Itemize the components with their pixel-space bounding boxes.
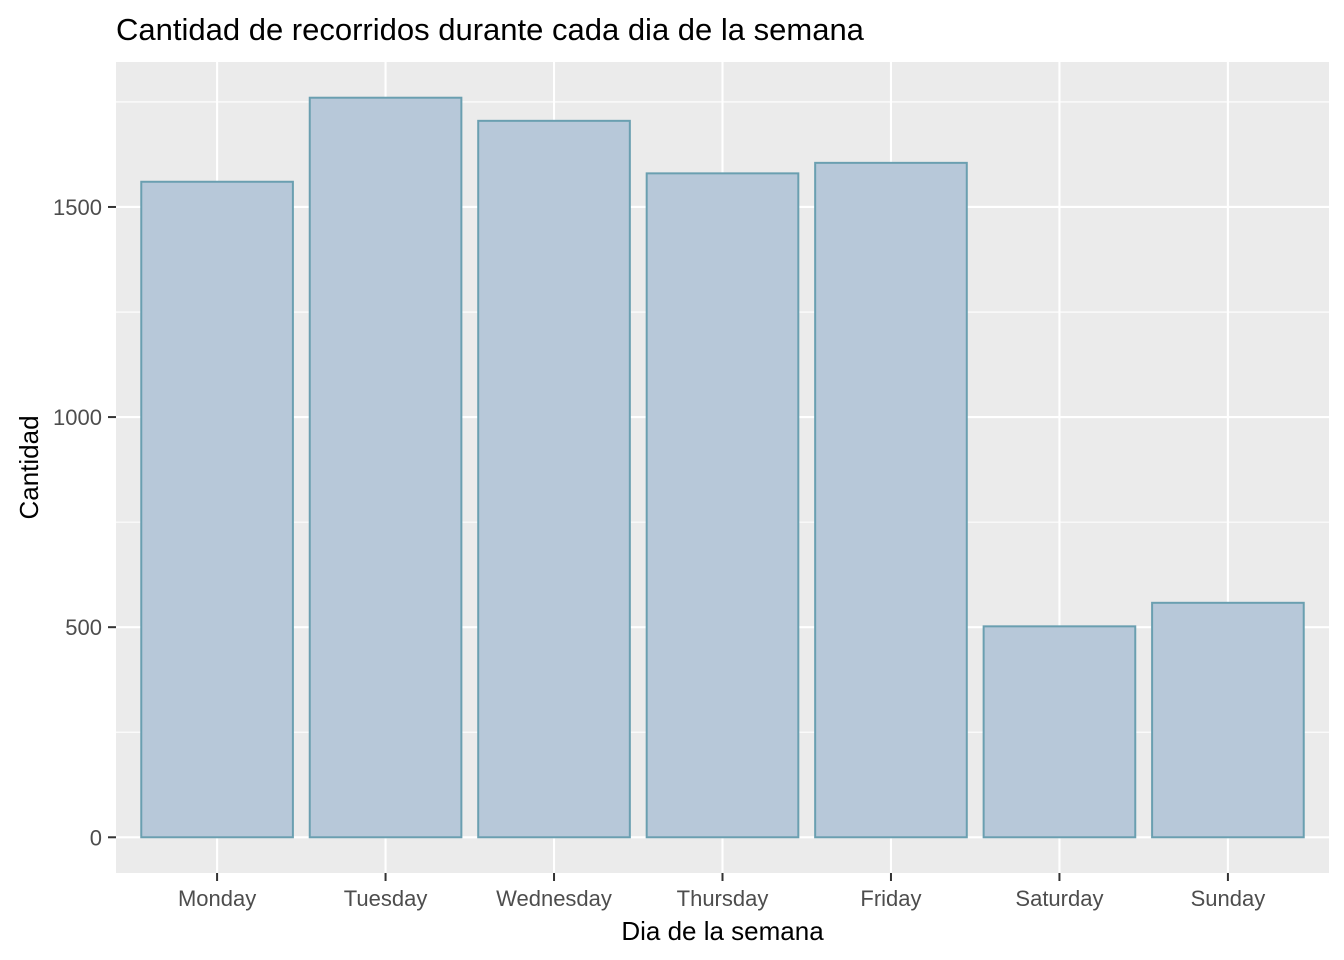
bar-thursday bbox=[645, 172, 800, 839]
y-axis-title: Cantidad bbox=[14, 415, 44, 519]
bar-wednesday bbox=[477, 119, 631, 839]
x-tick-label: Wednesday bbox=[496, 886, 612, 911]
y-tick-label: 500 bbox=[65, 615, 102, 640]
bar-friday bbox=[814, 161, 968, 839]
bar-tuesday bbox=[308, 96, 463, 839]
bars bbox=[140, 96, 1305, 839]
x-tick-label: Thursday bbox=[677, 886, 769, 911]
bar-saturday bbox=[982, 625, 1137, 839]
y-tick-label: 0 bbox=[90, 825, 102, 850]
x-tick-label: Friday bbox=[860, 886, 921, 911]
chart-title: Cantidad de recorridos durante cada dia … bbox=[116, 12, 865, 47]
y-tick-label: 1500 bbox=[53, 195, 102, 220]
x-axis: Monday Tuesday Wednesday Thursday Friday Satu… bbox=[178, 873, 1265, 911]
x-tick-label: Monday bbox=[178, 886, 256, 911]
bar-monday bbox=[140, 180, 294, 839]
bar-sunday bbox=[1151, 601, 1305, 839]
x-tick-label: Tuesday bbox=[344, 886, 428, 911]
x-axis-title: Dia de la semana bbox=[621, 916, 824, 946]
y-axis: 0 500 1000 1500 bbox=[53, 195, 116, 850]
x-tick-label: Saturday bbox=[1015, 886, 1103, 911]
y-tick-label: 1000 bbox=[53, 405, 102, 430]
x-tick-label: Sunday bbox=[1191, 886, 1266, 911]
